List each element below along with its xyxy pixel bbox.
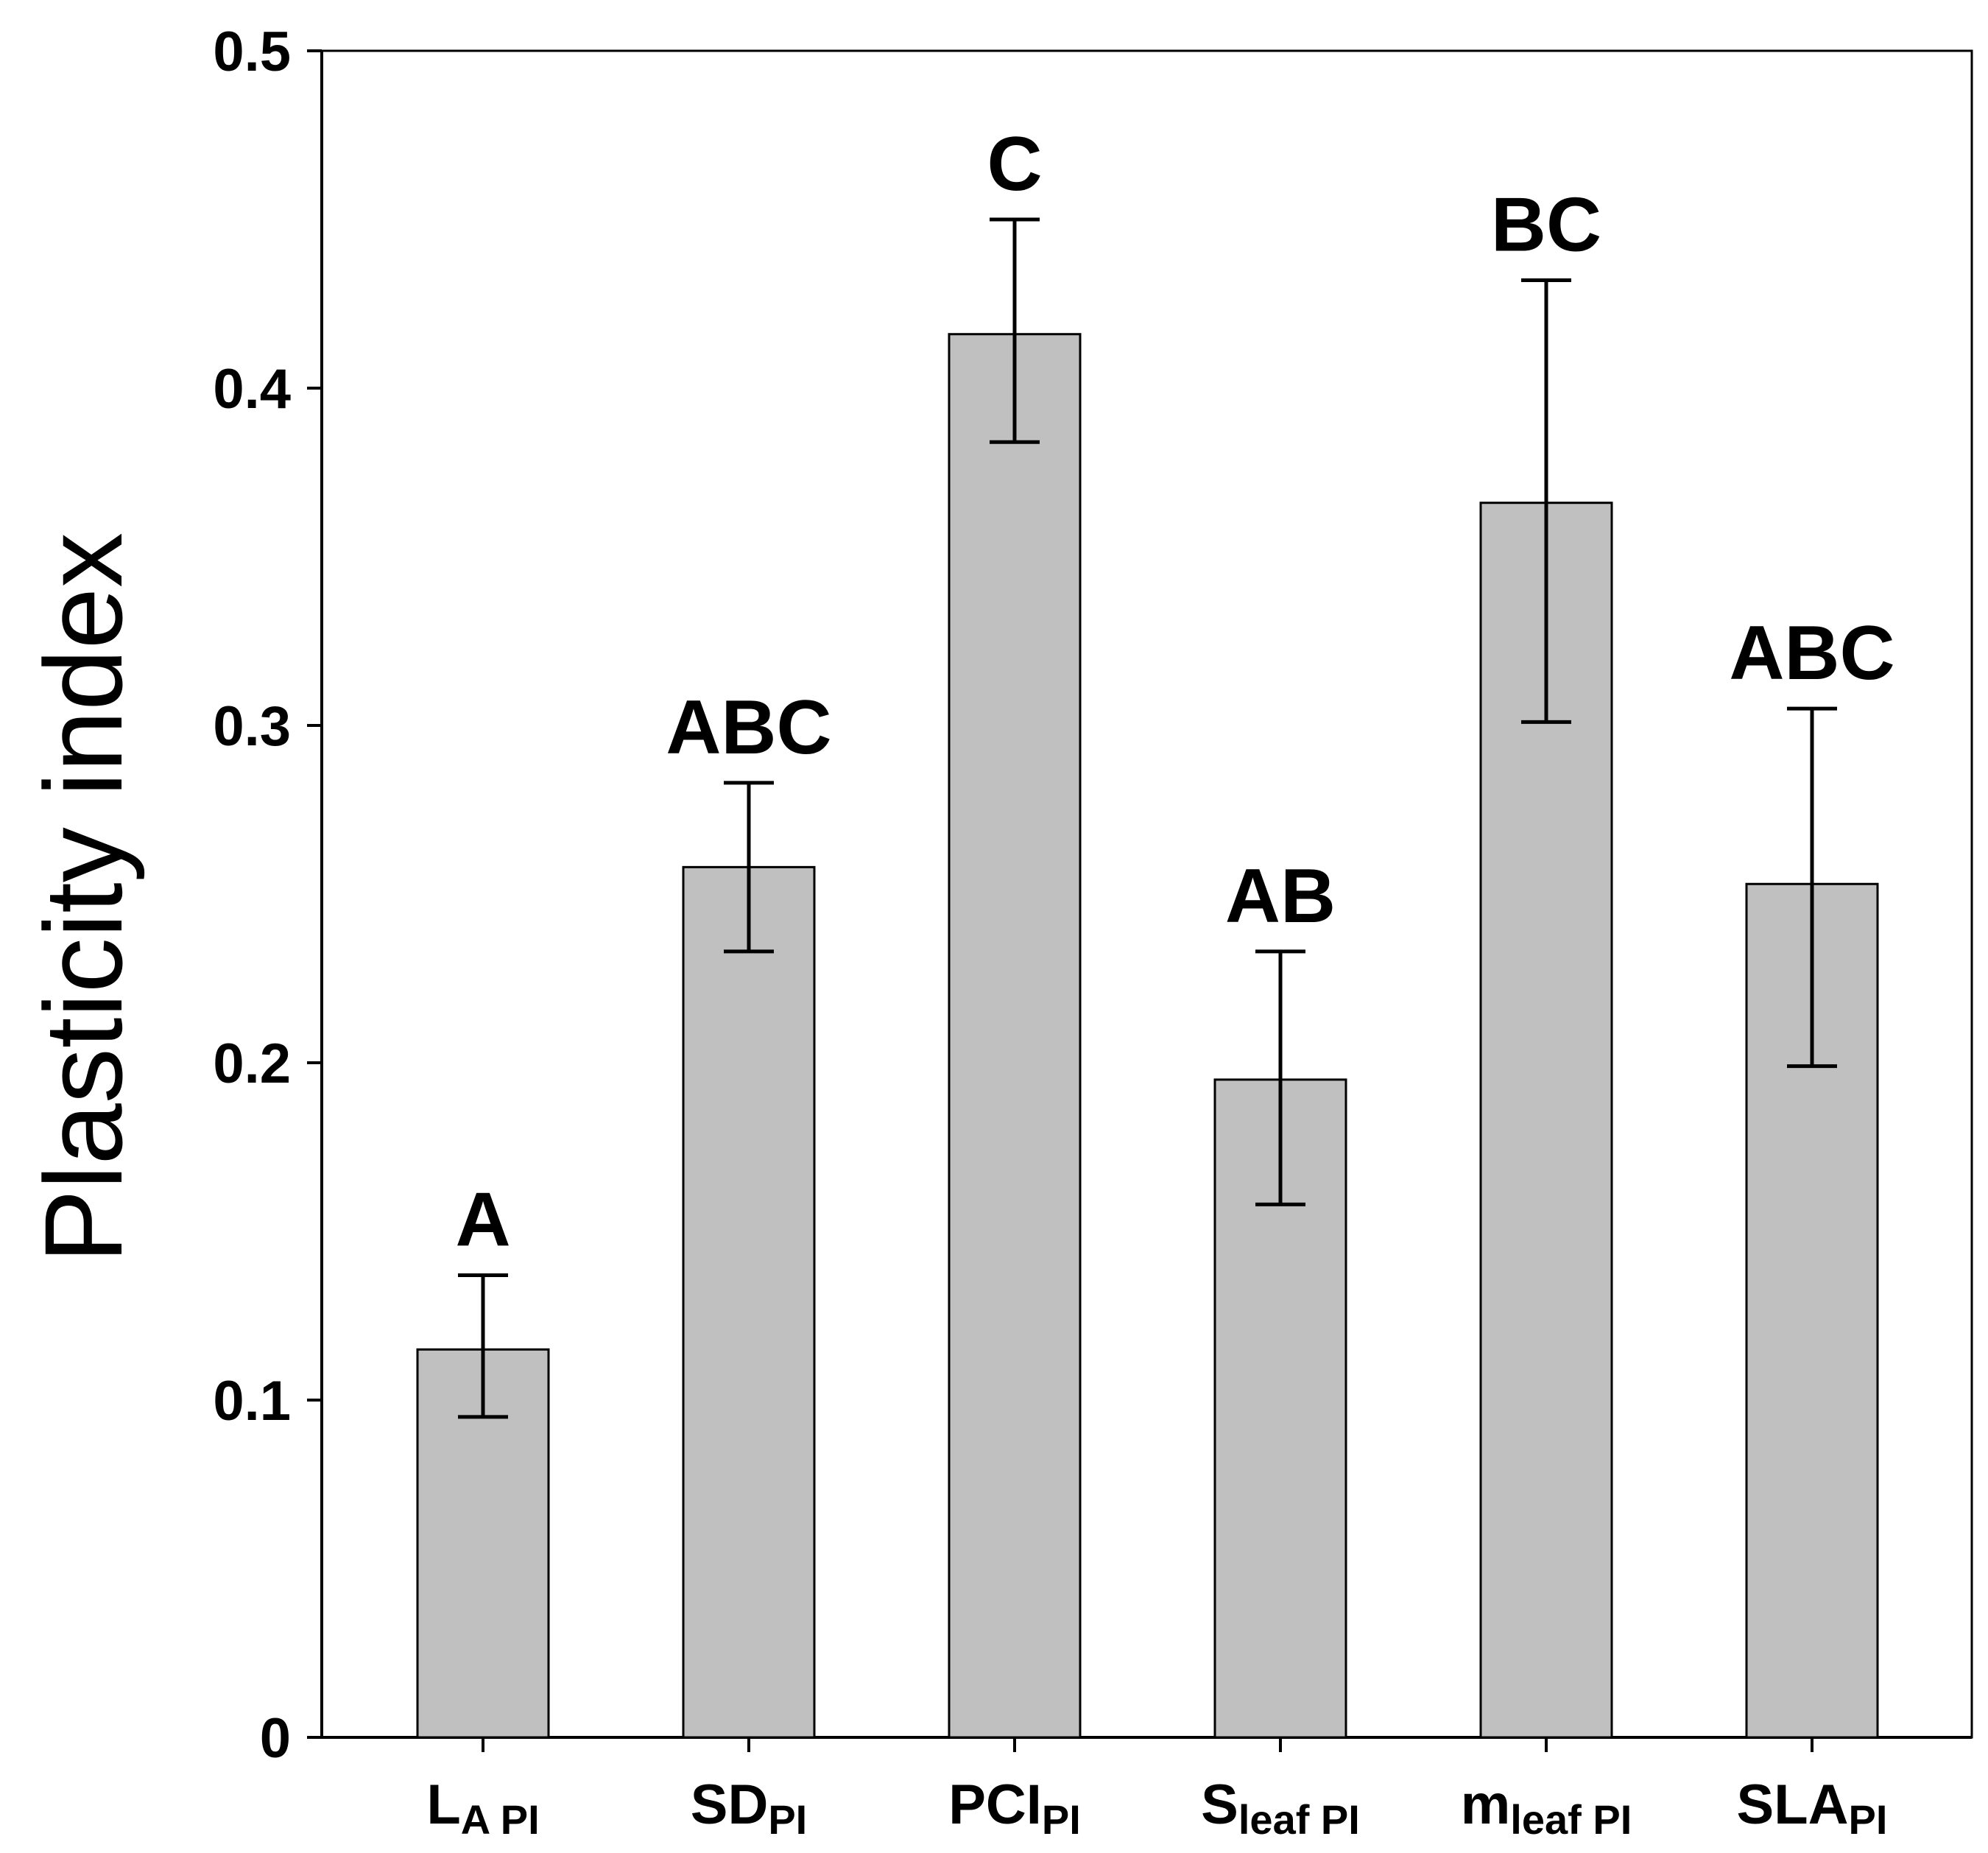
x-tick-label: Sleaf PI xyxy=(1201,1773,1360,1843)
significance-labels-group: A ABC C AB BC ABC xyxy=(455,122,1894,1263)
significance-label: ABC xyxy=(666,685,831,770)
y-tick-label: 0 xyxy=(260,1707,291,1770)
bars-group xyxy=(416,333,1879,1739)
x-tick-label: LA PI xyxy=(426,1773,539,1843)
y-tick-label: 0.5 xyxy=(213,21,291,83)
significance-label: A xyxy=(455,1178,510,1263)
y-axis-title: Plasticity index xyxy=(21,532,145,1263)
y-tick-label: 0.1 xyxy=(213,1370,291,1432)
x-tick-label: PCIPI xyxy=(948,1773,1081,1843)
y-axis: 0 0.1 0.2 0.3 0.4 0.5 xyxy=(213,21,323,1770)
y-tick-label: 0.4 xyxy=(213,358,291,421)
significance-label: ABC xyxy=(1729,611,1894,696)
plot-border xyxy=(320,49,1973,1739)
bar xyxy=(948,333,1082,1739)
y-tick-label: 0.3 xyxy=(213,695,291,758)
x-tick-label: SDPI xyxy=(691,1773,808,1843)
bar xyxy=(682,865,816,1739)
y-tick-label: 0.2 xyxy=(213,1033,291,1095)
x-tick-label: mleaf PI xyxy=(1461,1773,1632,1843)
x-tick-label: SLAPI xyxy=(1737,1773,1888,1843)
significance-label: C xyxy=(987,122,1042,207)
significance-label: AB xyxy=(1225,854,1336,939)
error-bars-group xyxy=(458,217,1837,1419)
plot-frame xyxy=(320,49,1973,1739)
x-axis: LA PI SDPI PCIPI Sleaf PI mleaf PI SLAPI xyxy=(322,1736,1972,1843)
significance-label: BC xyxy=(1491,182,1601,267)
